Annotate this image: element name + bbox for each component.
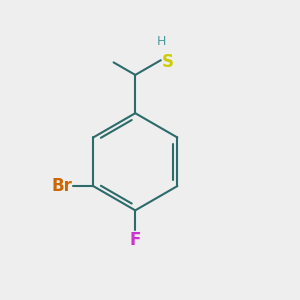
Text: S: S xyxy=(162,53,174,71)
Text: Br: Br xyxy=(51,177,72,195)
Text: F: F xyxy=(130,231,141,249)
Text: H: H xyxy=(157,35,166,48)
